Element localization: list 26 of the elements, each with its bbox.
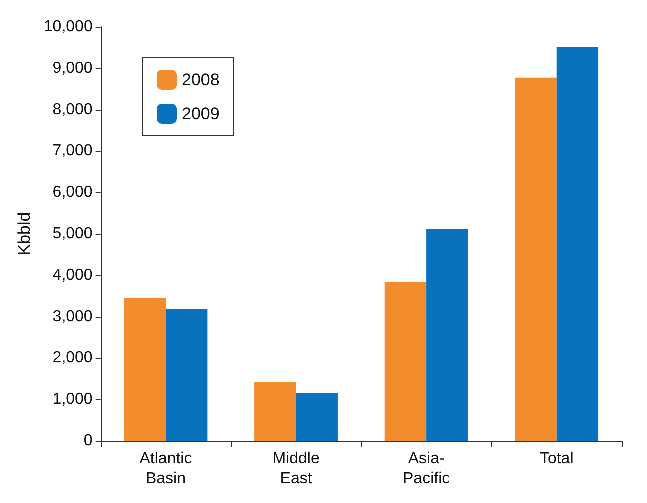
y-tick-label: 3,000 (52, 308, 93, 326)
x-tick-label: Asia- Pacific (403, 450, 450, 488)
y-tick-label: 2,000 (52, 350, 93, 367)
y-tick-label: 6,000 (52, 184, 93, 202)
y-tick-label: 10,000 (44, 18, 93, 36)
bar (426, 229, 468, 441)
x-tick-label: Middle East (272, 450, 320, 488)
bar (296, 392, 338, 441)
x-tick-label: Total (540, 450, 574, 468)
bar (384, 282, 427, 441)
y-tick-label: 0 (84, 432, 93, 450)
y-axis-title: Kbbld (15, 212, 34, 256)
y-tick-label: 8,000 (52, 101, 93, 118)
y-tick-label: 5,000 (52, 226, 93, 242)
y-tick-label: 7,000 (52, 142, 93, 160)
x-tick-label: Atlantic Basin (140, 450, 192, 488)
y-tick-label: 1,000 (52, 391, 93, 408)
bar (254, 382, 296, 441)
legend-label: 2009 (182, 104, 220, 124)
y-tick-label: 9,000 (52, 60, 93, 77)
y-tick-label: 4,000 (52, 266, 93, 284)
bar (124, 298, 166, 441)
legend-label: 2008 (182, 70, 220, 90)
bar (166, 309, 208, 441)
bar (515, 78, 557, 441)
bar (556, 47, 599, 441)
